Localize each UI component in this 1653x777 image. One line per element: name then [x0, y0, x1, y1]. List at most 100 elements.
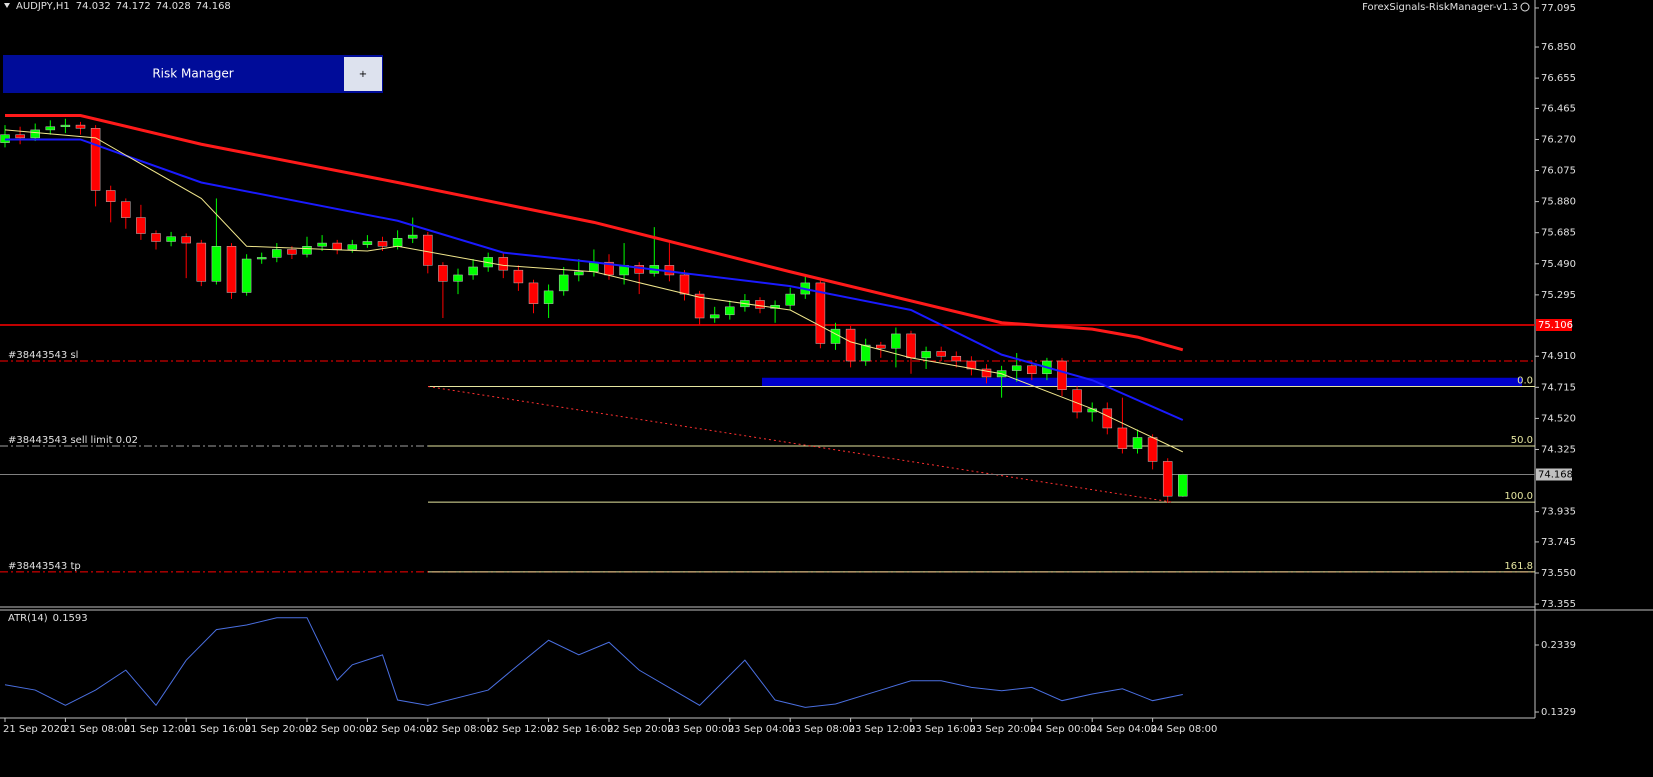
candle-body: [30, 129, 40, 139]
candle-body: [785, 293, 795, 306]
candle-body: [377, 241, 388, 247]
moving-average: [5, 138, 1184, 421]
candle-body: [45, 126, 56, 131]
y-tick-label: 74.520: [1541, 413, 1576, 424]
x-tick-label: 21 Sep 2020: [3, 724, 66, 735]
candle-body: [755, 300, 765, 309]
candle-body: [589, 261, 599, 273]
candle-body: [90, 128, 101, 191]
x-tick-label: 21 Sep 16:00: [184, 724, 251, 735]
candle-body: [1011, 365, 1022, 371]
y-tick-label: 76.465: [1541, 103, 1576, 114]
candle-body: [438, 265, 448, 282]
candle-body: [226, 246, 237, 293]
x-tick-label: 23 Sep 16:00: [909, 724, 976, 735]
x-tick-label: 24 Sep 04:00: [1090, 724, 1157, 735]
price-level-label: 75.106: [1538, 320, 1573, 331]
candle-body: [830, 328, 841, 344]
symbol-header: AUDJPY,H1 74.032 74.172 74.028 74.168: [16, 1, 231, 12]
x-tick-label: 22 Sep 12:00: [486, 724, 553, 735]
fib-level-label: 50.0: [1511, 435, 1533, 446]
x-tick-label: 23 Sep 00:00: [667, 724, 734, 735]
candle-body: [694, 293, 705, 319]
candle-body: [166, 236, 176, 242]
candle-body: [1178, 474, 1188, 497]
fib-level-label: 100.0: [1504, 491, 1533, 502]
candle-body: [921, 351, 931, 359]
y-tick-label: 73.550: [1541, 568, 1576, 579]
candle-body: [287, 249, 297, 255]
candle-body: [317, 242, 327, 247]
x-tick-label: 23 Sep 12:00: [849, 724, 916, 735]
y-tick-label: 74.715: [1541, 382, 1576, 393]
y-tick-label: 75.685: [1541, 228, 1576, 239]
candle-body: [1162, 461, 1173, 497]
candle-body: [392, 238, 403, 247]
atr-line: [4, 617, 1183, 708]
candle-body: [543, 290, 554, 304]
candle-body: [211, 246, 222, 282]
candle-body: [423, 234, 433, 266]
x-tick-label: 21 Sep 12:00: [124, 724, 191, 735]
current-price-tag: [1536, 468, 1572, 481]
candle-body: [407, 234, 418, 239]
x-tick-label: 22 Sep 00:00: [305, 724, 372, 735]
order-label: #38443543 sell limit 0.02: [8, 435, 138, 446]
y-tick-label: 75.490: [1541, 259, 1576, 270]
candle-body: [1132, 437, 1143, 449]
candle-body: [181, 236, 191, 244]
order-zone: [762, 377, 1522, 387]
candle-body: [936, 351, 946, 357]
x-tick-label: 22 Sep 08:00: [426, 724, 493, 735]
candle-body: [60, 124, 71, 127]
candle-body: [347, 244, 358, 250]
y-tick-label: 76.850: [1541, 42, 1576, 53]
candle-body: [528, 282, 539, 304]
candle-body: [845, 328, 856, 362]
x-tick-label: 21 Sep 20:00: [245, 724, 312, 735]
candle-body: [362, 241, 373, 245]
x-tick-label: 22 Sep 16:00: [547, 724, 614, 735]
candle-body: [453, 274, 463, 282]
candle-body: [75, 124, 86, 129]
candle-body: [1102, 408, 1113, 429]
candle-body: [679, 274, 690, 295]
expand-button[interactable]: [344, 57, 382, 91]
candle-body: [241, 258, 252, 293]
y-tick-label: 74.325: [1541, 444, 1576, 455]
x-tick-label: 24 Sep 08:00: [1151, 724, 1218, 735]
ohlc-high: 74.172: [116, 1, 151, 12]
ohlc-close: 74.168: [196, 1, 231, 12]
order-label: #38443543 tp: [8, 561, 81, 572]
candle-body: [860, 344, 871, 362]
y-tick-label: 73.745: [1541, 537, 1576, 548]
smiley-icon: [1520, 2, 1530, 12]
candle-body: [1117, 427, 1128, 449]
atr-name: ATR(14): [8, 613, 48, 624]
y-tick-label: 74.910: [1541, 351, 1576, 362]
candle-body: [709, 314, 720, 319]
y-tick-label: 76.655: [1541, 73, 1576, 84]
candle-body: [981, 368, 992, 378]
candle-body: [151, 233, 161, 242]
candle-body: [558, 274, 569, 292]
risk-manager-title: Risk Manager: [152, 67, 233, 81]
y-tick-label: 75.295: [1541, 290, 1576, 301]
fib-level-label: 161.8: [1504, 561, 1533, 572]
fib-level-label: 0.0: [1517, 376, 1533, 387]
moving-average: [4, 129, 1184, 453]
fib-trendline: [427, 386, 1173, 503]
indicator-name: ForexSignals-RiskManager-v1.3: [1362, 2, 1518, 13]
menu-arrow[interactable]: [4, 3, 10, 8]
candle-body: [891, 333, 901, 349]
x-tick-label: 23 Sep 04:00: [728, 724, 795, 735]
risk-manager-panel[interactable]: [3, 55, 383, 93]
candle-body: [513, 269, 524, 284]
candle-body: [1027, 365, 1037, 375]
candle-body: [196, 242, 207, 282]
ohlc-open: 74.032: [76, 1, 111, 12]
candle-body: [966, 360, 977, 370]
